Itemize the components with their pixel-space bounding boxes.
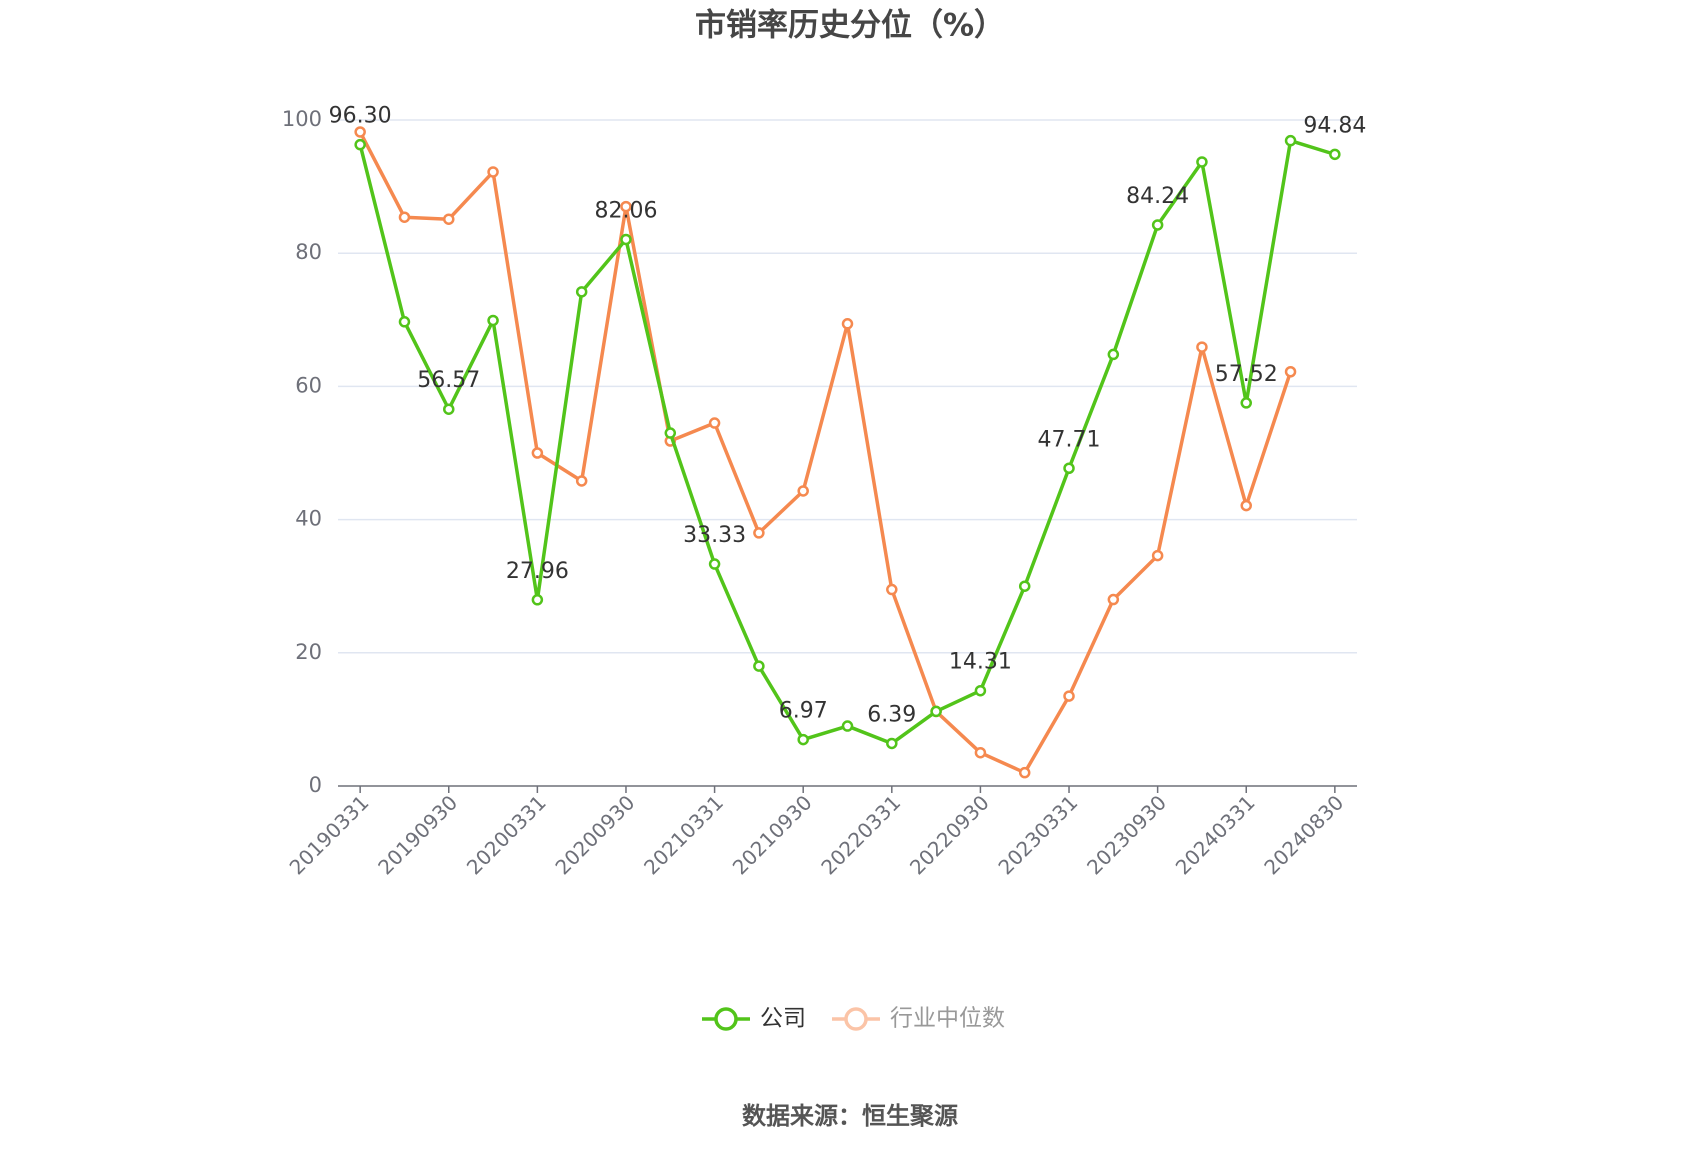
x-tick-label: 20200930 xyxy=(550,790,639,879)
legend-item[interactable]: 公司 xyxy=(702,1006,806,1032)
data-point xyxy=(620,200,632,213)
data-point xyxy=(443,403,455,415)
data-point xyxy=(664,427,677,439)
data-point xyxy=(1240,397,1252,409)
data-point xyxy=(1240,499,1252,512)
data-point xyxy=(531,447,544,459)
data-point xyxy=(841,318,854,330)
data-point xyxy=(797,733,809,746)
data-point xyxy=(886,583,898,596)
x-tick-label: 20220331 xyxy=(816,790,905,879)
data-label: 47.71 xyxy=(1038,427,1101,452)
data-point xyxy=(398,316,411,328)
data-point xyxy=(753,527,765,539)
y-tick-label: 40 xyxy=(295,507,322,531)
x-tick-label: 20230930 xyxy=(1082,790,1171,879)
data-point xyxy=(974,746,987,759)
data-label: 6.97 xyxy=(779,699,828,724)
x-tick-label: 20200331 xyxy=(462,790,551,879)
y-tick-label: 60 xyxy=(295,373,322,397)
x-tick-label: 20240331 xyxy=(1171,790,1260,879)
data-label: 33.33 xyxy=(683,523,746,548)
data-point xyxy=(841,720,854,732)
data-point xyxy=(575,286,588,298)
y-tick-label: 0 xyxy=(309,773,322,797)
data-label: 82.06 xyxy=(594,198,657,223)
data-point xyxy=(1107,593,1120,606)
data-point xyxy=(1018,580,1031,592)
data-label: 56.57 xyxy=(417,368,480,393)
y-tick-label: 100 xyxy=(282,107,322,131)
data-label: 84.24 xyxy=(1126,184,1189,209)
data-point xyxy=(974,684,987,697)
legend-label: 行业中位数 xyxy=(890,1006,1005,1032)
data-point xyxy=(930,705,942,718)
data-point xyxy=(1151,219,1164,231)
x-tick-label: 20220930 xyxy=(905,790,994,879)
data-point xyxy=(575,475,588,487)
data-point xyxy=(487,314,499,327)
data-label: 96.30 xyxy=(329,104,392,129)
data-point xyxy=(1018,766,1031,779)
data-point xyxy=(1284,134,1297,147)
y-tick-label: 80 xyxy=(295,240,322,264)
series-line xyxy=(358,131,1293,775)
x-tick-label: 20190331 xyxy=(285,790,374,879)
data-point xyxy=(1063,462,1075,475)
data-point xyxy=(1284,365,1297,378)
data-point xyxy=(487,166,499,178)
data-point xyxy=(1151,549,1164,562)
legend-item[interactable]: 行业中位数 xyxy=(832,1006,1005,1032)
source-note: 数据来源：恒生聚源 xyxy=(742,1102,958,1130)
data-point xyxy=(354,126,366,138)
data-label: 14.31 xyxy=(949,650,1012,675)
data-point xyxy=(886,737,898,750)
x-tick-label: 20240830 xyxy=(1259,790,1348,879)
legend-marker xyxy=(844,1007,868,1031)
data-point xyxy=(398,211,411,223)
data-point xyxy=(1329,148,1341,161)
data-point xyxy=(1196,156,1208,168)
data-point xyxy=(443,213,455,225)
data-label: 27.96 xyxy=(506,559,569,584)
x-tick-label: 20230331 xyxy=(993,790,1082,879)
x-tick-label: 20190930 xyxy=(373,790,462,879)
data-point xyxy=(1196,341,1208,353)
data-point xyxy=(708,558,721,570)
legend-marker xyxy=(714,1007,738,1031)
data-label: 94.84 xyxy=(1303,113,1366,138)
y-tick-label: 20 xyxy=(295,640,322,664)
data-point xyxy=(1107,348,1120,361)
data-point xyxy=(531,594,544,606)
data-point xyxy=(708,417,721,429)
x-tick-label: 20210331 xyxy=(639,790,728,879)
data-point xyxy=(1063,690,1075,702)
data-point xyxy=(354,138,366,151)
legend-label: 公司 xyxy=(760,1006,806,1032)
data-point xyxy=(797,485,809,497)
chart-title: 市销率历史分位（%） xyxy=(695,8,1005,44)
data-point xyxy=(753,660,765,672)
data-point xyxy=(620,233,632,246)
x-tick-label: 20210930 xyxy=(728,790,817,879)
data-label: 6.39 xyxy=(867,702,916,727)
data-label: 57.52 xyxy=(1215,362,1278,387)
